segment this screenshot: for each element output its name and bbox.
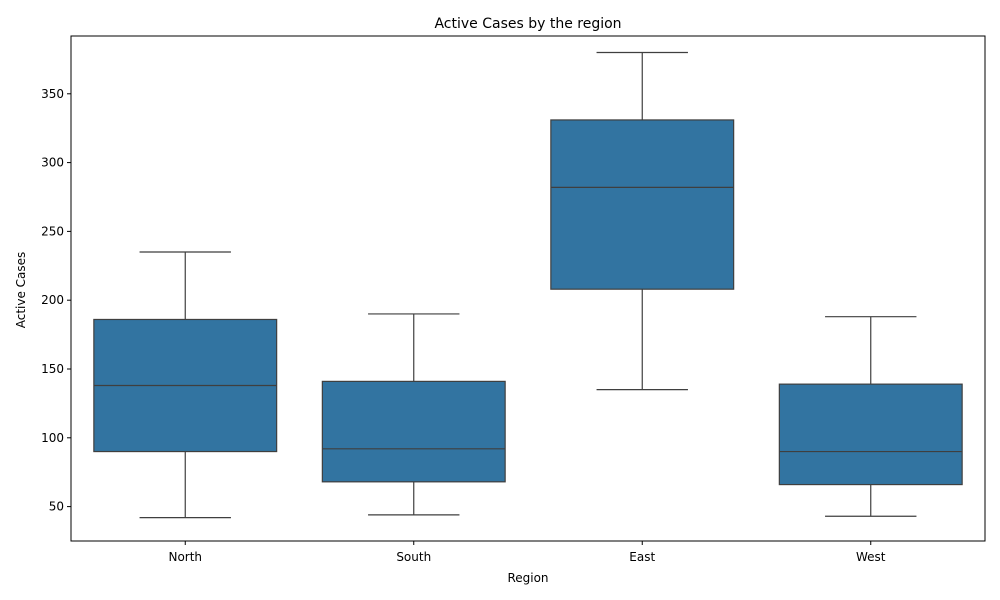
chart-title: Active Cases by the region [434, 16, 621, 32]
y-tick-label: 250 [41, 224, 64, 238]
y-tick-label: 300 [41, 156, 64, 170]
y-tick-label: 200 [41, 293, 64, 307]
plot-area: 50 100 150 200 250 300 350 North South East West [41, 35, 986, 564]
plot-frame [70, 35, 986, 542]
y-tick-label: 350 [41, 87, 64, 101]
y-tick-label: 50 [49, 500, 64, 514]
y-tick-label: 100 [41, 431, 64, 445]
x-tick-label: West [856, 550, 886, 564]
box-west [778, 383, 963, 486]
box-south [321, 380, 506, 483]
x-tick-label: North [168, 550, 202, 564]
box-east [550, 119, 735, 290]
x-tick-label: East [629, 550, 655, 564]
x-tick-label: South [396, 550, 431, 564]
y-axis-label: Active Cases [14, 252, 28, 329]
x-axis-label: Region [507, 571, 548, 585]
y-tick-label: 150 [41, 362, 64, 376]
